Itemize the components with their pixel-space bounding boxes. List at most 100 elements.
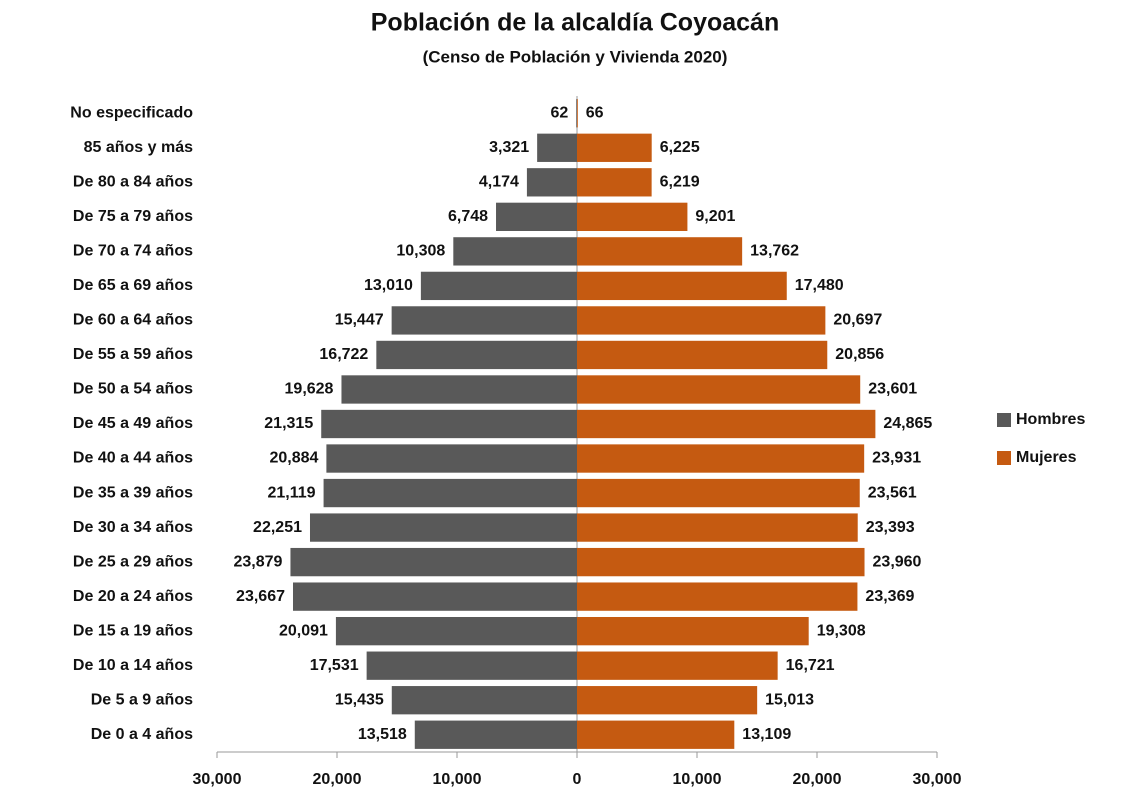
value-label: 23,931 <box>872 450 921 467</box>
x-tick-label: 30,000 <box>913 771 962 788</box>
value-label: 20,091 <box>279 622 328 639</box>
value-label: 10,308 <box>396 243 445 260</box>
value-label: 9,201 <box>695 208 735 225</box>
value-label: 20,697 <box>833 312 882 329</box>
value-label: 22,251 <box>253 519 302 536</box>
bar <box>577 202 688 231</box>
bar <box>577 478 860 508</box>
bar <box>577 409 876 439</box>
bar <box>576 99 577 128</box>
bar <box>577 306 826 335</box>
bar <box>326 444 577 473</box>
bar <box>335 617 577 646</box>
value-label: 23,393 <box>866 519 915 536</box>
value-label: 6,225 <box>660 139 700 156</box>
category-label: No especificado <box>70 104 193 121</box>
bar <box>577 651 778 680</box>
category-label: De 55 a 59 años <box>73 346 193 363</box>
value-label: 17,531 <box>310 657 359 674</box>
bar <box>321 409 577 439</box>
value-label: 13,762 <box>750 243 799 260</box>
bar <box>577 582 858 611</box>
category-label: De 50 a 54 años <box>73 381 193 398</box>
value-label: 6,219 <box>660 174 700 191</box>
bar <box>577 686 758 715</box>
category-label: De 60 a 64 años <box>73 312 193 329</box>
bar <box>577 513 858 542</box>
category-label: De 20 a 24 años <box>73 588 193 605</box>
bar <box>290 547 577 577</box>
category-label: 85 años y más <box>84 139 194 156</box>
value-label: 15,013 <box>765 691 814 708</box>
chart-title: Población de la alcaldía Coyoacán <box>371 9 779 37</box>
bar <box>577 375 861 404</box>
category-label: De 10 a 14 años <box>73 657 193 674</box>
value-label: 17,480 <box>795 277 844 294</box>
value-label: 21,119 <box>268 484 316 501</box>
category-label: De 35 a 39 años <box>73 484 193 501</box>
bar <box>292 582 577 611</box>
bar <box>391 686 577 715</box>
bar <box>341 375 577 404</box>
bar <box>577 133 652 162</box>
x-tick-label: 30,000 <box>193 771 242 788</box>
bar <box>526 168 577 197</box>
x-tick-label: 20,000 <box>313 771 362 788</box>
bar <box>577 720 735 749</box>
bar <box>577 168 652 197</box>
category-label: De 75 a 79 años <box>73 208 193 225</box>
value-label: 66 <box>586 104 604 121</box>
category-label: De 0 a 4 años <box>91 726 193 743</box>
bar <box>537 133 577 162</box>
x-tick-label: 10,000 <box>433 771 482 788</box>
bar <box>309 513 577 542</box>
bar <box>391 306 577 335</box>
bar <box>577 99 578 128</box>
bar <box>414 720 577 749</box>
bar <box>577 340 828 370</box>
x-tick-label: 0 <box>573 771 582 788</box>
value-label: 23,960 <box>873 553 922 570</box>
bar <box>453 237 577 266</box>
legend-label: Mujeres <box>1016 449 1077 466</box>
category-label: De 65 a 69 años <box>73 277 193 294</box>
value-label: 15,435 <box>335 691 384 708</box>
bar <box>577 271 787 301</box>
x-tick-label: 20,000 <box>793 771 842 788</box>
bar <box>577 444 865 473</box>
bar <box>577 547 865 577</box>
bar <box>420 271 577 301</box>
value-label: 3,321 <box>489 139 529 156</box>
value-label: 16,721 <box>786 657 835 674</box>
category-label: De 80 a 84 años <box>73 174 193 191</box>
value-label: 21,315 <box>264 415 313 432</box>
value-label: 13,109 <box>742 726 791 743</box>
value-label: 4,174 <box>479 174 519 191</box>
chart-subtitle: (Censo de Población y Vivienda 2020) <box>423 47 728 66</box>
bar <box>323 478 577 508</box>
value-label: 19,628 <box>285 381 334 398</box>
value-label: 13,010 <box>364 277 413 294</box>
bar <box>376 340 577 370</box>
category-label: De 25 a 29 años <box>73 553 193 570</box>
value-label: 20,884 <box>269 450 318 467</box>
value-label: 62 <box>550 104 568 121</box>
value-label: 23,561 <box>868 484 917 501</box>
bar <box>366 651 577 680</box>
bar <box>577 237 743 266</box>
value-label: 23,369 <box>865 588 914 605</box>
category-label: De 30 a 34 años <box>73 519 193 536</box>
legend-swatch <box>997 451 1011 465</box>
value-label: 6,748 <box>448 208 488 225</box>
category-label: De 40 a 44 años <box>73 450 193 467</box>
value-label: 23,667 <box>236 588 285 605</box>
legend-swatch <box>997 413 1011 427</box>
value-label: 24,865 <box>883 415 932 432</box>
x-tick-label: 10,000 <box>673 771 722 788</box>
value-label: 20,856 <box>835 346 884 363</box>
bar <box>496 202 577 231</box>
category-label: De 70 a 74 años <box>73 243 193 260</box>
value-label: 13,518 <box>358 726 407 743</box>
